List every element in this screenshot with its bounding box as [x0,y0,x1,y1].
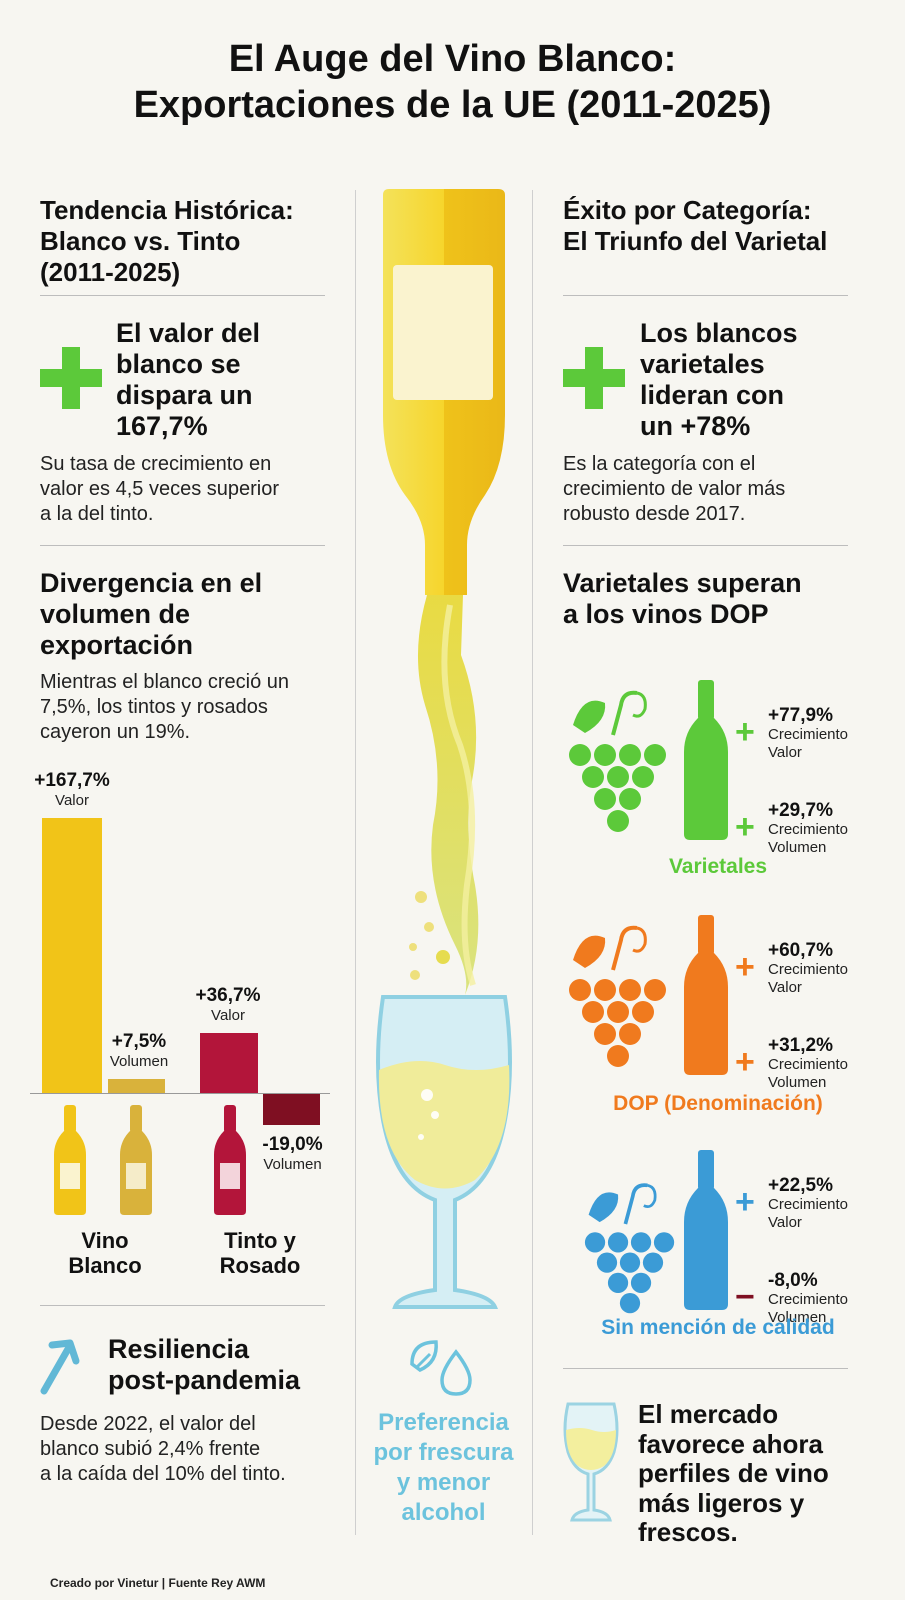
separator [563,295,848,296]
wine-bottle-icon [684,680,728,840]
category-label: DOP (Denominación) [613,1092,823,1115]
arrow-up-icon [40,1339,80,1395]
wine-bottle-icon [684,1150,728,1310]
bar-red-value [200,1032,258,1093]
trend-heading: Tendencia Histórica: Blanco vs. Tinto (2… [40,195,294,287]
plus-icon [563,347,625,409]
stat-value: +77,9% [768,705,833,726]
stat-label: Crecimiento [768,961,849,978]
category-red-rose: Tinto y Rosado [219,1228,301,1278]
stat-label: Volumen [768,839,827,856]
plus-icon: + [735,948,755,986]
wine-bottle-icon [684,915,728,1075]
category-stat: -8,0% Crecimiento Volumen [768,1270,848,1327]
stat-value: -8,0% [768,1270,818,1291]
red-bottle-icon [214,1105,246,1215]
wine-glass-icon [563,1402,619,1522]
stat-label: Crecimiento [768,1196,849,1213]
separator [563,545,848,546]
varietal-description: Es la categoría con el crecimiento de va… [563,453,786,525]
market-text: El mercado favorece ahora perfiles de vi… [638,1399,829,1547]
volume-description: Mientras el blanco creció un 7,5%, los t… [40,671,290,743]
stat-label: Crecimiento [768,726,849,743]
grapes-icon [569,925,666,1067]
grapes-icon [584,1183,675,1314]
plus-icon: + [735,713,755,751]
category-heading: Éxito por Categoría: El Triunfo del Vari… [563,195,828,256]
category-stat: +31,2% Crecimiento Volumen [768,1035,848,1092]
category-label: Sin mención de calidad [601,1316,835,1339]
category-stat: +29,7% Crecimiento Volumen [768,800,848,857]
category-stat: +60,7% Crecimiento Valor [768,940,848,997]
divider-right [532,190,533,1535]
volume-heading: Divergencia en el volumen de exportación [40,568,263,660]
stat-label: Volumen [768,1309,827,1326]
minus-icon: − [735,1278,755,1316]
chart-baseline [30,1093,330,1094]
white-bottle-icon [120,1105,152,1215]
data-label-white-volume: +7,5% Volumen [109,1031,169,1070]
plus-icon: + [735,1183,755,1221]
stat-value: +31,2% [768,1035,833,1056]
varietal-highlight: Los blancos varietales lideran con un +7… [640,318,798,441]
separator [40,545,325,546]
stat-value: +29,7% [768,800,833,821]
grapes-icon [569,690,666,832]
stat-label: Crecimiento [768,1291,849,1308]
preference-text: Preferencia por frescura y menor alcohol [373,1409,514,1526]
category-label: Varietales [668,855,768,878]
white-bottle-icon [54,1105,86,1215]
plus-icon [40,347,102,409]
category-stat: +77,9% Crecimiento Valor [768,705,848,762]
data-label-white-value: +167,7% Valor [34,770,110,809]
resilience-description: Desde 2022, el valor del blanco subió 2,… [40,1413,286,1485]
stat-label: Crecimiento [768,1056,849,1073]
divider-left [355,190,356,1535]
data-label-red-value: +36,7% Valor [195,984,261,1024]
leaf-drop-icon [410,1340,472,1396]
wine-bottle-pour-illustration [376,189,512,1309]
stat-value: +22,5% [768,1175,833,1196]
value-description: Su tasa de crecimiento en valor es 4,5 v… [40,453,280,525]
stat-label: Valor [768,979,802,996]
category-white-wine: Vino Blanco [68,1228,142,1278]
stat-label: Crecimiento [768,821,849,838]
stat-label: Volumen [768,1074,827,1091]
varietal-vs-dop-heading: Varietales superan a los vinos DOP [563,568,802,629]
separator [40,295,325,296]
separator [40,1305,325,1306]
stat-label: Valor [768,744,802,761]
bar-white-value [42,818,102,1093]
data-label-red-volume: -19,0% Volumen [262,1134,323,1174]
footer-credit: Creado por Vinetur | Fuente Rey AWM [50,1576,266,1590]
bar-white-volume [108,1079,165,1093]
title-line-1: El Auge del Vino Blanco: [228,38,677,80]
bar-red-volume [263,1094,320,1126]
plus-icon: + [735,1043,755,1081]
stat-label: Valor [768,1214,802,1231]
resilience-heading: Resiliencia post-pandemia [108,1334,301,1395]
stat-value: +60,7% [768,940,833,961]
title-line-2: Exportaciones de la UE (2011-2025) [133,84,772,126]
separator [563,1368,848,1369]
page-title: El Auge del Vino Blanco: Exportaciones d… [0,36,905,128]
value-highlight: El valor del blanco se dispara un 167,7% [116,318,261,441]
category-stat: +22,5% Crecimiento Valor [768,1175,848,1232]
plus-icon: + [735,808,755,846]
